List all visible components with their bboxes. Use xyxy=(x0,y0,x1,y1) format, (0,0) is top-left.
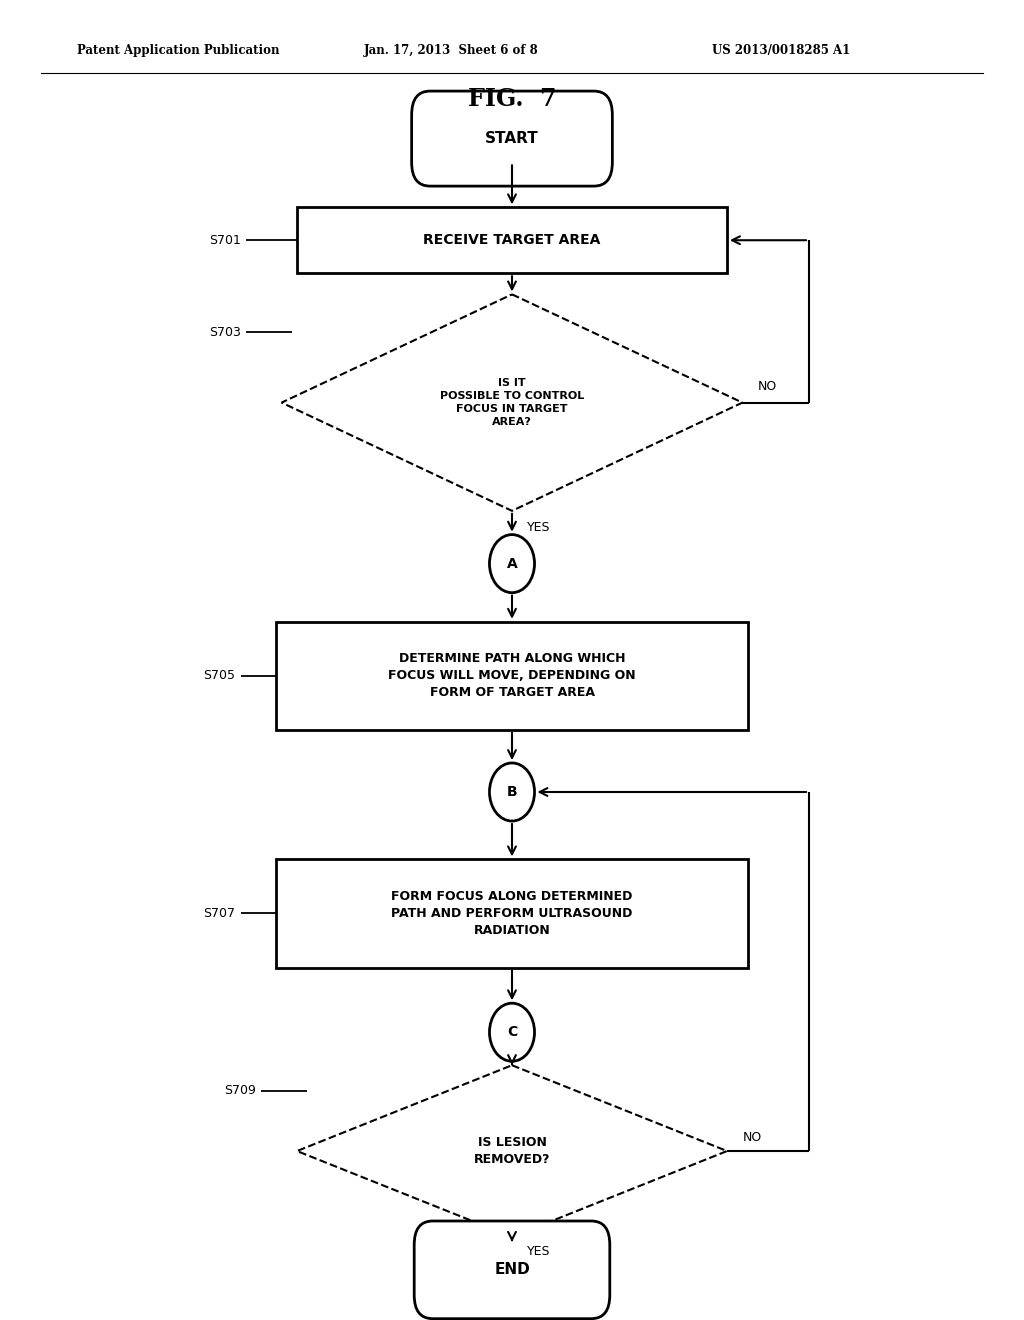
FancyBboxPatch shape xyxy=(414,1221,609,1319)
Circle shape xyxy=(489,1003,535,1061)
Text: S703: S703 xyxy=(209,326,241,339)
Text: YES: YES xyxy=(527,1245,551,1258)
Text: FIG.  7: FIG. 7 xyxy=(468,87,556,111)
Text: C: C xyxy=(507,1026,517,1039)
Text: S707: S707 xyxy=(204,907,236,920)
Text: S705: S705 xyxy=(204,669,236,682)
Polygon shape xyxy=(297,1065,727,1237)
Bar xyxy=(276,859,748,968)
Text: US 2013/0018285 A1: US 2013/0018285 A1 xyxy=(712,44,850,57)
Text: A: A xyxy=(507,557,517,570)
Text: RECEIVE TARGET AREA: RECEIVE TARGET AREA xyxy=(423,234,601,247)
Text: Jan. 17, 2013  Sheet 6 of 8: Jan. 17, 2013 Sheet 6 of 8 xyxy=(364,44,539,57)
Text: END: END xyxy=(495,1262,529,1278)
Text: FORM FOCUS ALONG DETERMINED
PATH AND PERFORM ULTRASOUND
RADIATION: FORM FOCUS ALONG DETERMINED PATH AND PER… xyxy=(391,890,633,937)
Circle shape xyxy=(489,535,535,593)
Text: Patent Application Publication: Patent Application Publication xyxy=(77,44,280,57)
Text: IS IT
POSSIBLE TO CONTROL
FOCUS IN TARGET
AREA?: IS IT POSSIBLE TO CONTROL FOCUS IN TARGE… xyxy=(440,378,584,428)
Text: S709: S709 xyxy=(224,1085,256,1097)
Text: NO: NO xyxy=(758,380,777,393)
Circle shape xyxy=(489,763,535,821)
Bar xyxy=(276,622,748,730)
Text: S701: S701 xyxy=(209,234,241,247)
Text: NO: NO xyxy=(742,1131,762,1144)
Text: IS LESION
REMOVED?: IS LESION REMOVED? xyxy=(474,1137,550,1166)
Text: DETERMINE PATH ALONG WHICH
FOCUS WILL MOVE, DEPENDING ON
FORM OF TARGET AREA: DETERMINE PATH ALONG WHICH FOCUS WILL MO… xyxy=(388,652,636,700)
FancyBboxPatch shape xyxy=(412,91,612,186)
Polygon shape xyxy=(282,294,742,511)
Text: START: START xyxy=(485,131,539,147)
Bar xyxy=(297,207,727,273)
Text: YES: YES xyxy=(527,521,551,535)
Text: B: B xyxy=(507,785,517,799)
